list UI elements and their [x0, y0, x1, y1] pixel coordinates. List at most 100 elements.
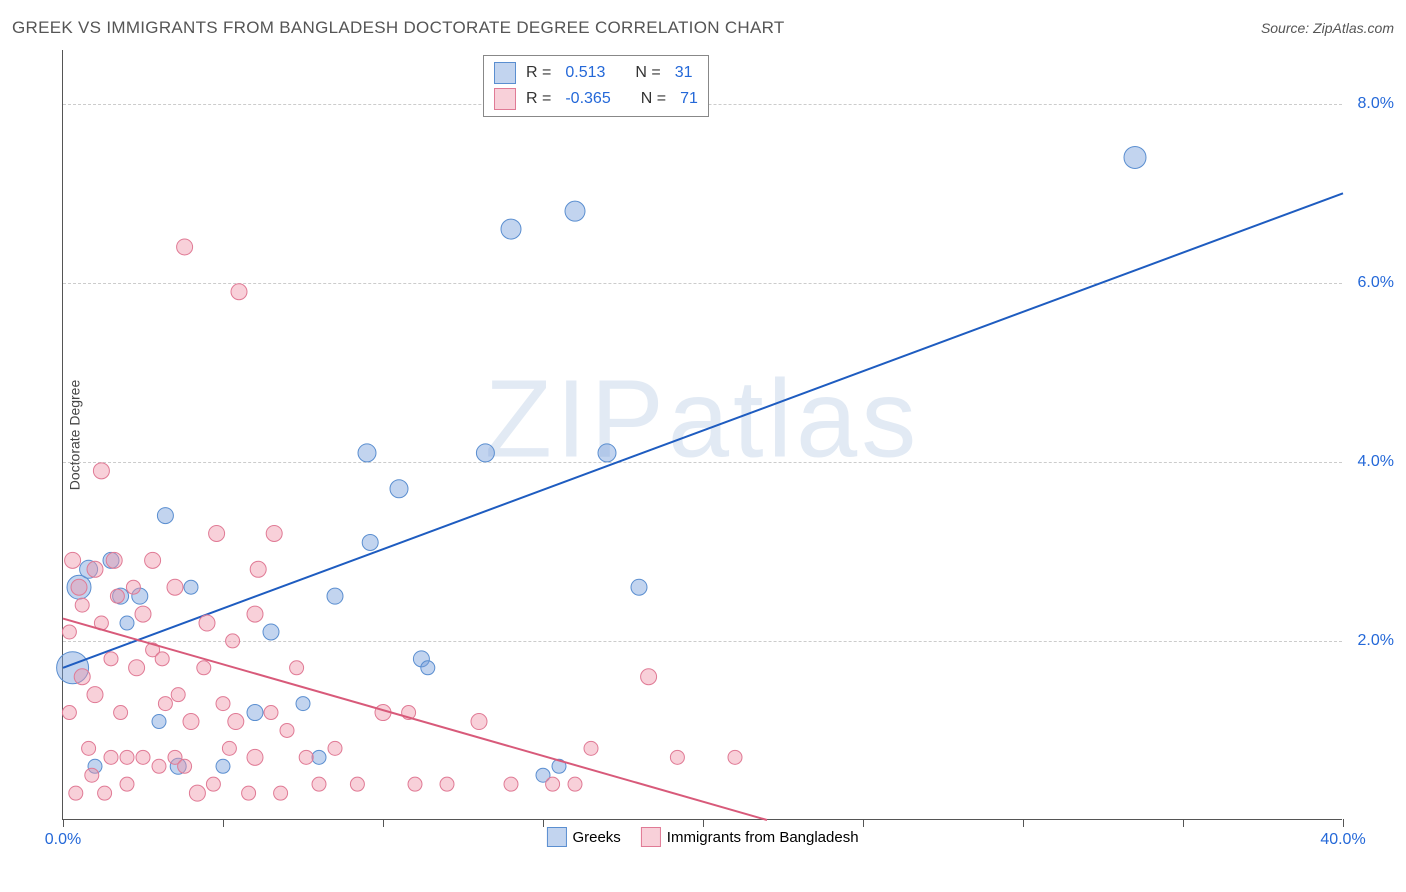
scatter-point [135, 606, 151, 622]
title-bar: GREEK VS IMMIGRANTS FROM BANGLADESH DOCT… [12, 18, 1394, 38]
legend-color-bangladesh [641, 827, 661, 847]
x-tick [1023, 819, 1024, 827]
scatter-point [106, 552, 122, 568]
scatter-point [390, 480, 408, 498]
scatter-point [197, 661, 211, 675]
y-tick-label: 2.0% [1358, 632, 1394, 650]
legend-swatch-greeks [494, 62, 516, 84]
scatter-point [421, 661, 435, 675]
scatter-point [87, 687, 103, 703]
scatter-point [327, 588, 343, 604]
scatter-point [358, 444, 376, 462]
scatter-point [152, 715, 166, 729]
scatter-point [546, 777, 560, 791]
scatter-point [114, 706, 128, 720]
scatter-point [247, 705, 263, 721]
scatter-point [328, 741, 342, 755]
scatter-point [184, 580, 198, 594]
scatter-point [104, 750, 118, 764]
x-tick [223, 819, 224, 827]
scatter-point [167, 579, 183, 595]
scatter-point [231, 284, 247, 300]
scatter-point [104, 652, 118, 666]
scatter-point [568, 777, 582, 791]
scatter-point [641, 669, 657, 685]
scatter-point [299, 750, 313, 764]
x-tick [543, 819, 544, 827]
stats-legend-row-2: R = -0.365 N = 71 [494, 86, 698, 112]
scatter-point [350, 777, 364, 791]
scatter-point [178, 759, 192, 773]
scatter-point [228, 714, 244, 730]
scatter-point [296, 697, 310, 711]
legend-item-bangladesh: Immigrants from Bangladesh [641, 827, 859, 847]
scatter-point [250, 561, 266, 577]
scatter-point [274, 786, 288, 800]
scatter-point [504, 777, 518, 791]
plot-area: Doctorate Degree ZIPatlas 2.0%4.0%6.0%8.… [62, 50, 1342, 820]
scatter-point [501, 219, 521, 239]
source-name: ZipAtlas.com [1313, 20, 1394, 36]
scatter-point [290, 661, 304, 675]
r-value-1: 0.513 [565, 64, 605, 82]
r-label-2: R = [526, 90, 551, 108]
scatter-point [226, 634, 240, 648]
scatter-point [152, 759, 166, 773]
scatter-point [408, 777, 422, 791]
scatter-point [584, 741, 598, 755]
stats-legend-row-1: R = 0.513 N = 31 [494, 60, 698, 86]
x-tick [63, 819, 64, 827]
scatter-point [199, 615, 215, 631]
series-legend: Greeks Immigrants from Bangladesh [546, 827, 858, 847]
scatter-point [183, 714, 199, 730]
scatter-point [93, 463, 109, 479]
scatter-point [120, 777, 134, 791]
scatter-point [74, 669, 90, 685]
scatter-point [136, 750, 150, 764]
source-label: Source: [1261, 20, 1309, 36]
scatter-point [158, 697, 172, 711]
n-value-2: 71 [680, 90, 698, 108]
scatter-point [242, 786, 256, 800]
legend-item-greeks: Greeks [546, 827, 620, 847]
scatter-point [263, 624, 279, 640]
scatter-point [126, 580, 140, 594]
x-tick [1183, 819, 1184, 827]
scatter-point [129, 660, 145, 676]
scatter-point [120, 750, 134, 764]
y-tick-label: 6.0% [1358, 274, 1394, 292]
scatter-point [209, 525, 225, 541]
scatter-point [247, 606, 263, 622]
n-label-2: N = [641, 90, 666, 108]
scatter-point [85, 768, 99, 782]
chart-title: GREEK VS IMMIGRANTS FROM BANGLADESH DOCT… [12, 18, 785, 38]
trend-line [63, 193, 1343, 668]
legend-label-greeks: Greeks [572, 829, 620, 846]
scatter-point [71, 579, 87, 595]
r-label: R = [526, 64, 551, 82]
scatter-point [62, 625, 76, 639]
scatter-point [728, 750, 742, 764]
scatter-point [98, 786, 112, 800]
scatter-point [471, 714, 487, 730]
x-tick [703, 819, 704, 827]
scatter-point [75, 598, 89, 612]
chart-svg [63, 50, 1342, 819]
scatter-point [266, 525, 282, 541]
scatter-point [189, 785, 205, 801]
scatter-point [476, 444, 494, 462]
r-value-2: -0.365 [565, 90, 610, 108]
scatter-point [155, 652, 169, 666]
scatter-point [598, 444, 616, 462]
scatter-point [1124, 146, 1146, 168]
scatter-point [312, 750, 326, 764]
scatter-point [216, 759, 230, 773]
n-label: N = [635, 64, 660, 82]
x-tick [863, 819, 864, 827]
n-value-1: 31 [675, 64, 693, 82]
x-tick-label: 0.0% [45, 831, 81, 849]
stats-legend: R = 0.513 N = 31 R = -0.365 N = 71 [483, 55, 709, 117]
x-tick-label: 40.0% [1320, 831, 1365, 849]
scatter-point [222, 741, 236, 755]
scatter-point [157, 508, 173, 524]
